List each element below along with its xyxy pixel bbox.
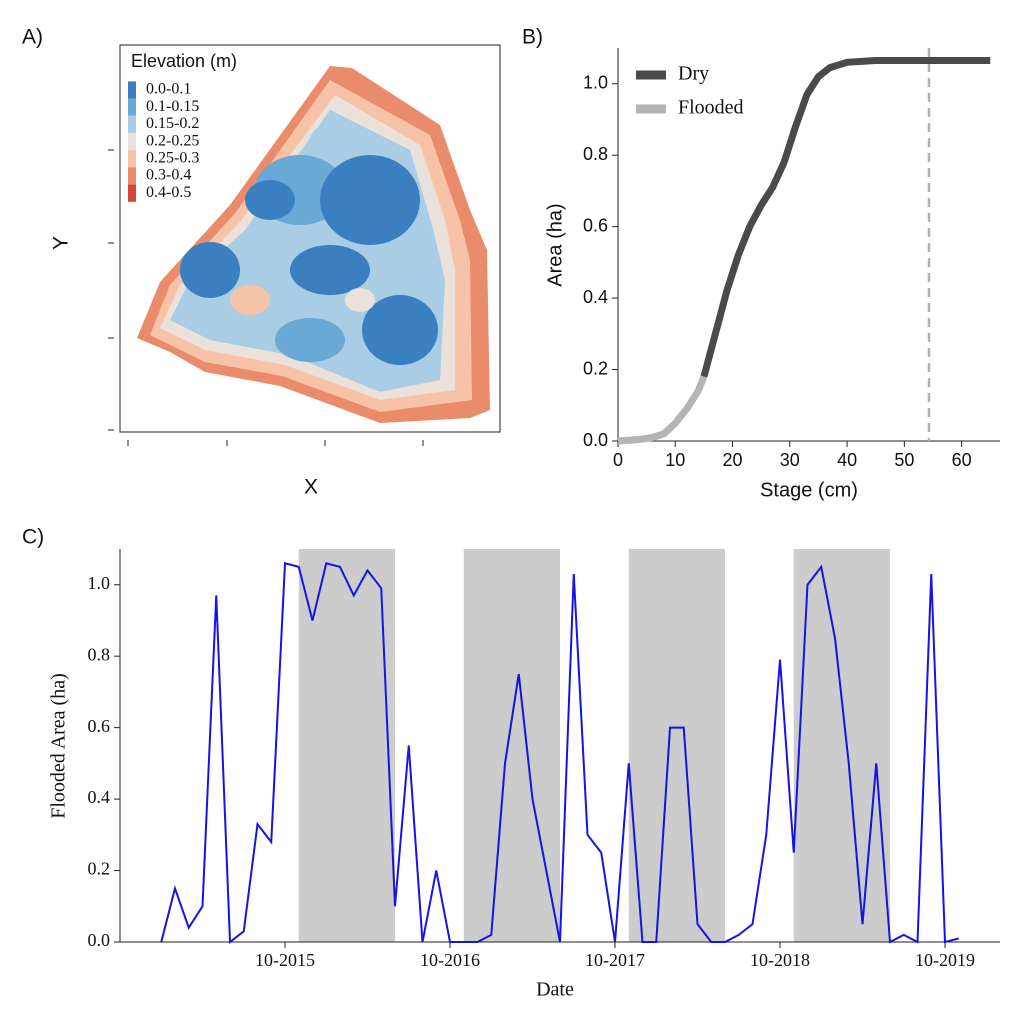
elevation-map	[108, 44, 501, 446]
x-tick-label: 10-2015	[255, 950, 315, 970]
legend-label: 0.4-0.5	[146, 184, 191, 201]
y-tick-label: 0.8	[88, 644, 111, 664]
legend-label: Flooded	[678, 97, 744, 119]
map-raster	[137, 66, 490, 423]
x-tick-label: 10-2018	[750, 950, 810, 970]
y-tick-label: 0.6	[583, 215, 608, 235]
legend-label: 0.2-0.25	[146, 132, 199, 149]
shaded-period	[463, 549, 560, 942]
shaded-period	[298, 549, 395, 942]
legend-swatch	[128, 150, 136, 168]
panel-label: A)	[22, 26, 43, 49]
x-axis-label: Date	[536, 979, 574, 1001]
x-tick-label: 50	[894, 450, 914, 470]
x-tick-label: 30	[780, 450, 800, 470]
y-tick-label: 0.4	[88, 787, 111, 807]
shaded-period	[628, 549, 725, 942]
y-tick-label: 0.2	[88, 859, 111, 879]
x-tick-label: 20	[723, 450, 743, 470]
legend-label: 0.3-0.4	[146, 167, 191, 184]
y-tick-label: 1.0	[583, 72, 608, 92]
legend-swatch	[128, 167, 136, 185]
legend-label: 0.15-0.2	[146, 115, 199, 132]
x-tick-label: 10-2016	[420, 950, 480, 970]
x-tick-label: 60	[952, 450, 972, 470]
y-tick-label: 0.8	[583, 144, 608, 164]
legend-swatch	[128, 81, 136, 99]
legend-label: 0.1-0.15	[146, 98, 199, 115]
y-tick-label: 0.2	[583, 358, 608, 378]
series-line	[700, 57, 991, 378]
legend-label: 0.25-0.3	[146, 149, 199, 166]
legend-swatch	[128, 184, 136, 202]
y-tick-label: 0.0	[88, 930, 111, 950]
y-tick-label: 1.0	[88, 573, 111, 593]
y-tick-label: 0.0	[583, 430, 608, 450]
map-frame	[119, 44, 501, 433]
x-tick-label: 0	[613, 450, 623, 470]
legend-label: 0.0-0.1	[146, 81, 191, 98]
x-tick-label: 40	[837, 450, 857, 470]
legend-swatch	[128, 133, 136, 151]
x-tick-label: 10	[665, 450, 685, 470]
x-axis-label: X	[304, 476, 318, 499]
y-tick-label: 0.6	[88, 716, 111, 736]
panel-label: B)	[522, 26, 543, 49]
series-line	[160, 562, 960, 944]
y-axis-label: Y	[50, 236, 73, 250]
legend-swatch	[128, 115, 136, 133]
x-axis-label: Stage (cm)	[760, 479, 858, 501]
y-axis-label: Flooded Area (ha)	[48, 673, 70, 819]
legend-swatch	[128, 98, 136, 116]
x-tick-label: 10-2019	[915, 950, 975, 970]
series-line	[617, 375, 708, 445]
x-tick-label: 10-2017	[585, 950, 645, 970]
map-ticks	[108, 149, 424, 446]
legend-label: Dry	[678, 63, 709, 85]
legend-title: Elevation (m)	[131, 51, 237, 71]
shaded-period	[793, 549, 890, 942]
panel-label: C)	[22, 526, 44, 549]
y-axis-label: Area (ha)	[544, 203, 566, 286]
y-tick-label: 0.4	[583, 287, 608, 307]
